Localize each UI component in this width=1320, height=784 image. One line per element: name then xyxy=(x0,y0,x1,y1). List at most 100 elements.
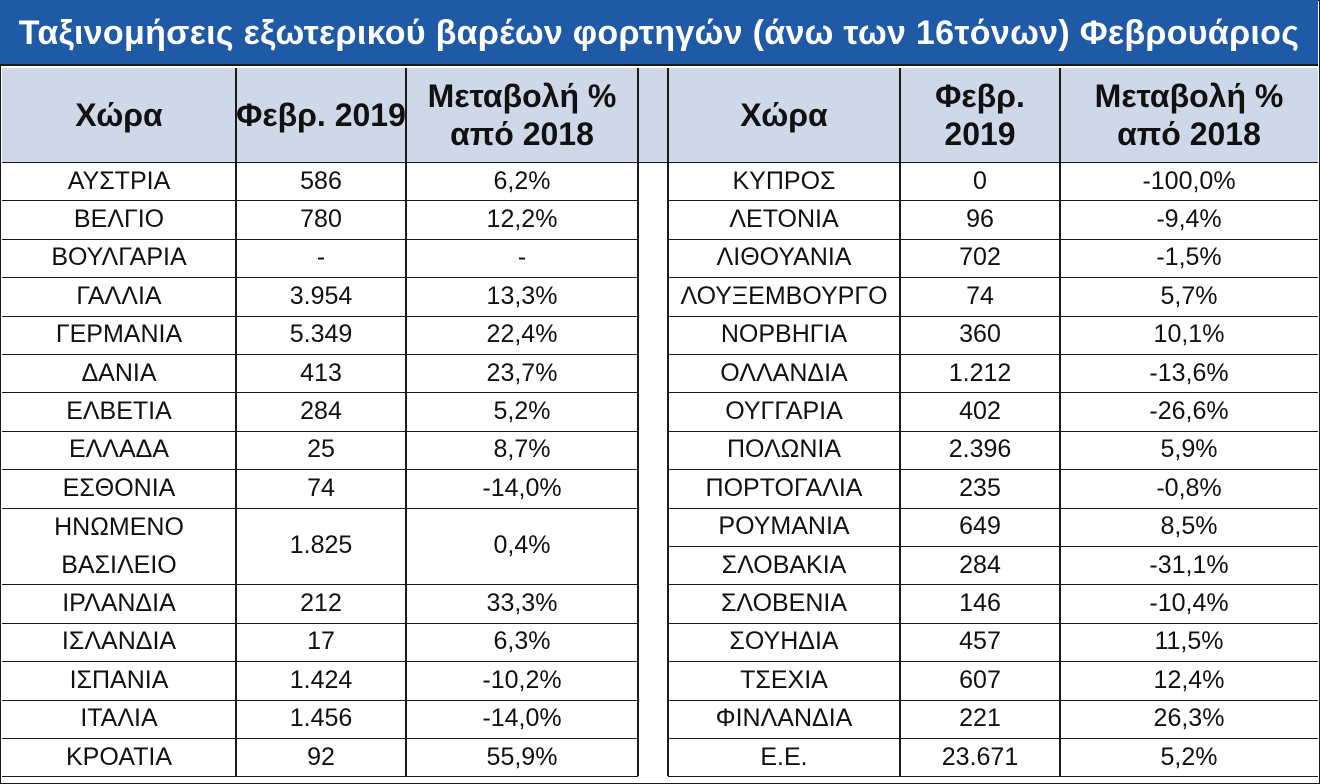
right-row-divider xyxy=(668,200,1318,202)
left-row-cell-country-text: ΗΝΩΜΕΝΟ ΒΑΣΙΛΕΙΟ xyxy=(54,512,184,579)
left-row-cell-change: -14,0% xyxy=(406,700,638,738)
right-row-cell-change: 10,1% xyxy=(1060,316,1318,354)
right-column-divider xyxy=(899,68,901,777)
right-row-cell-change-text: -100,0% xyxy=(1142,166,1236,195)
left-row-cell-feb2019: 1.456 xyxy=(236,700,406,738)
right-row-cell-country: ΠΟΡΤΟΓΑΛΙΑ xyxy=(668,469,900,507)
right-row-cell-change-text: -31,1% xyxy=(1149,550,1229,579)
left-row-cell-change: 0,4% xyxy=(406,508,638,585)
right-row-cell-change: -1,5% xyxy=(1060,239,1318,277)
right-row-cell-feb2019-text: 221 xyxy=(959,704,1001,733)
left-row-cell-feb2019-text: 586 xyxy=(300,166,342,195)
right-row-cell-feb2019: 2.396 xyxy=(900,431,1060,469)
left-row-cell-change-text: 12,2% xyxy=(486,205,558,234)
left-row-divider xyxy=(2,315,638,317)
left-row-cell-feb2019: 17 xyxy=(236,623,406,661)
right-row-cell-country: ΤΣΕΧΙΑ xyxy=(668,661,900,699)
left-row-cell-country-text: ΙΤΑΛΙΑ xyxy=(80,704,158,733)
left-row-cell-country: ΗΝΩΜΕΝΟ ΒΑΣΙΛΕΙΟ xyxy=(2,508,236,585)
right-row-cell-country: ΦΙΝΛΑΝΔΙΑ xyxy=(668,700,900,738)
right-row-cell-change: 5,7% xyxy=(1060,277,1318,315)
right-row-cell-change-text: 10,1% xyxy=(1153,320,1225,349)
left-row-cell-feb2019-text: 1.424 xyxy=(289,665,353,694)
left-row-divider xyxy=(2,277,638,279)
right-row-cell-change-text: 26,3% xyxy=(1153,704,1225,733)
right-row-divider xyxy=(668,354,1318,355)
left-row-cell-feb2019-text: 1.456 xyxy=(289,704,353,733)
right-row-cell-feb2019: 74 xyxy=(900,277,1060,315)
left-row-divider xyxy=(2,699,638,701)
left-row-cell-change-text: 8,7% xyxy=(493,435,551,464)
right-row-cell-country: ΛΕΤΟΝΙΑ xyxy=(668,200,900,238)
left-row-cell-change: -14,0% xyxy=(406,469,638,507)
right-row-divider xyxy=(668,315,1318,317)
left-column-divider xyxy=(405,68,407,777)
right-row-cell-country: ΣΛΟΒΑΚΙΑ xyxy=(668,546,900,584)
left-row-cell-feb2019-text: 17 xyxy=(307,627,335,656)
left-row-cell-change: 22,4% xyxy=(406,316,638,354)
right-row-cell-country: ΠΟΛΩΝΙΑ xyxy=(668,431,900,469)
left-row-cell-change: 5,2% xyxy=(406,392,638,430)
left-row-cell-change: 23,7% xyxy=(406,354,638,392)
left-row-cell-country-text: ΙΡΛΑΝΔΙΑ xyxy=(62,589,176,618)
middle-divider-left xyxy=(637,68,639,777)
left-row-cell-change: -10,2% xyxy=(406,661,638,699)
right-row-cell-country: ΝΟΡΒΗΓΙΑ xyxy=(668,316,900,354)
left-row-cell-feb2019-text: 1.825 xyxy=(289,531,353,560)
right-row-divider xyxy=(668,776,1318,778)
left-row-cell-feb2019-text: 212 xyxy=(300,589,342,618)
right-row-cell-change: -100,0% xyxy=(1060,162,1318,200)
left-row-cell-change-text: 23,7% xyxy=(486,358,558,387)
right-row-cell-country: ΣΟΥΗΔΙΑ xyxy=(668,623,900,661)
left-row-cell-change: - xyxy=(406,239,638,277)
left-row-divider xyxy=(2,507,638,509)
right-row-cell-country-text: ΛΕΤΟΝΙΑ xyxy=(729,205,839,234)
left-row-cell-feb2019-text: 284 xyxy=(300,397,342,426)
left-row-cell-feb2019: 413 xyxy=(236,354,406,392)
right-row-cell-change: 5,2% xyxy=(1060,738,1318,776)
right-row-divider xyxy=(668,546,1318,547)
right-row-cell-country-text: ΛΟΥΞΕΜΒΟΥΡΓΟ xyxy=(680,281,888,310)
left-row-cell-country: ΒΕΛΓΙΟ xyxy=(2,200,236,238)
left-row-cell-feb2019: 586 xyxy=(236,162,406,200)
right-row-cell-feb2019-text: 284 xyxy=(959,550,1001,579)
right-row-cell-change: -13,6% xyxy=(1060,354,1318,392)
right-row-cell-change: 8,5% xyxy=(1060,508,1318,546)
right-row-cell-feb2019: 607 xyxy=(900,661,1060,699)
right-row-cell-feb2019-text: 702 xyxy=(959,243,1001,272)
right-row-cell-change: -31,1% xyxy=(1060,546,1318,584)
left-row-cell-country: ΓΕΡΜΑΝΙΑ xyxy=(2,316,236,354)
left-row-cell-country-text: ΔΑΝΙΑ xyxy=(81,358,157,387)
right-row-cell-country: ΚΥΠΡΟΣ xyxy=(668,162,900,200)
right-row-cell-country-text: ΟΥΓΓΑΡΙΑ xyxy=(725,397,843,426)
right-row-cell-feb2019-text: 402 xyxy=(959,397,1001,426)
left-row-cell-change: 8,7% xyxy=(406,431,638,469)
left-row-cell-country: ΙΣΛΑΝΔΙΑ xyxy=(2,623,236,661)
right-row-cell-change-text: -13,6% xyxy=(1149,358,1229,387)
right-row-cell-feb2019-text: 235 xyxy=(959,473,1001,502)
left-row-cell-feb2019: 284 xyxy=(236,392,406,430)
right-row-cell-change: 5,9% xyxy=(1060,431,1318,469)
right-row-cell-country: ΟΛΛΑΝΔΙΑ xyxy=(668,354,900,392)
right-row-cell-change-text: 12,4% xyxy=(1153,665,1225,694)
right-row-cell-change-text: 5,7% xyxy=(1160,281,1218,310)
right-row-cell-change-text: -0,8% xyxy=(1156,473,1222,502)
left-row-cell-feb2019-text: - xyxy=(316,243,326,272)
left-row-divider xyxy=(2,776,638,778)
right-row-cell-country: ΛΙΘΟΥΑΝΙΑ xyxy=(668,239,900,277)
right-row-cell-feb2019-text: 96 xyxy=(966,205,994,234)
right-row-cell-country-text: ΣΛΟΒΑΚΙΑ xyxy=(721,550,847,579)
left-row-cell-change-text: -14,0% xyxy=(482,704,562,733)
right-row-cell-change: 12,4% xyxy=(1060,661,1318,699)
left-row-cell-change: 33,3% xyxy=(406,584,638,622)
header-right-feb2019-text: Φεβρ. 2019 xyxy=(935,78,1025,152)
right-row-cell-country: ΣΛΟΒΕΝΙΑ xyxy=(668,584,900,622)
left-row-cell-country-text: ΒΟΥΛΓΑΡΙΑ xyxy=(51,243,187,272)
left-row-cell-country: ΑΥΣΤΡΙΑ xyxy=(2,162,236,200)
right-row-cell-feb2019-text: 360 xyxy=(959,320,1001,349)
left-row-cell-country-text: ΕΛΛΑΔΑ xyxy=(68,435,170,464)
left-row-cell-change-text: -10,2% xyxy=(482,665,562,694)
left-row-divider xyxy=(2,738,638,739)
header-right-change-text: Μεταβολή % από 2018 xyxy=(1094,78,1284,152)
right-row-cell-feb2019: 360 xyxy=(900,316,1060,354)
